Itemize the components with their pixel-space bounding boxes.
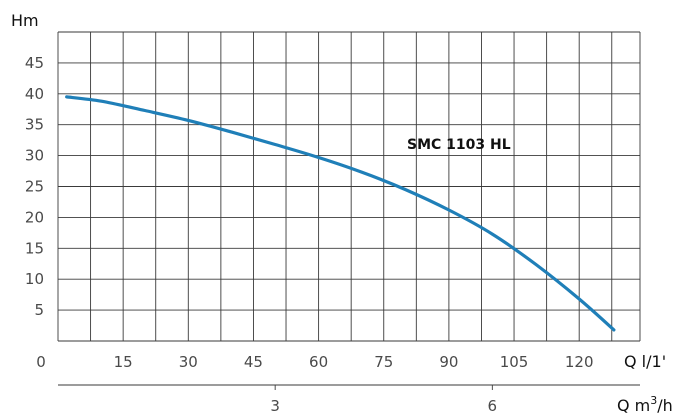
x-tick-label: 75: [374, 353, 393, 371]
y-tick-label: 10: [25, 270, 44, 288]
series-line: [65, 95, 616, 332]
series-label: SMC 1103 HL: [407, 137, 511, 153]
x-tick-label: 60: [309, 353, 328, 371]
x-tick-label: 15: [114, 353, 133, 371]
x2-tick-label: 3: [270, 397, 280, 415]
y-tick-label: 30: [25, 147, 44, 165]
y-tick-label: 25: [25, 178, 44, 196]
y-axis-label: Hm: [11, 11, 39, 30]
x2-axis-label: Q m3/h: [617, 394, 673, 415]
x2-axis-label-base: Q m: [617, 396, 650, 415]
x-tick-label: 45: [244, 353, 263, 371]
x2-axis-label-sup: 3: [650, 394, 657, 407]
y-tick-labels: 5 10 15 20 25 30 35 40 45: [25, 54, 44, 319]
x-tick-label: 30: [179, 353, 198, 371]
y-tick-label: 5: [34, 301, 44, 319]
x-tick-labels: 15 30 45 60 75 90 105 120: [114, 353, 594, 371]
y-tick-label: 35: [25, 116, 44, 134]
y-tick-label: 45: [25, 54, 44, 72]
series: SMC 1103 HL: [65, 95, 616, 332]
origin-label: 0: [36, 353, 46, 371]
x-tick-label: 90: [439, 353, 458, 371]
x-tick-label: 120: [565, 353, 594, 371]
x2-tick-label: 6: [488, 397, 498, 415]
x2-axis-label-tail: /h: [657, 396, 673, 415]
grid: [57, 31, 641, 342]
y-tick-label: 15: [25, 239, 44, 257]
x-axis-label: Q l/1': [624, 352, 666, 371]
y-tick-label: 40: [25, 85, 44, 103]
y-tick-label: 20: [25, 208, 44, 226]
x-tick-label: 105: [500, 353, 529, 371]
